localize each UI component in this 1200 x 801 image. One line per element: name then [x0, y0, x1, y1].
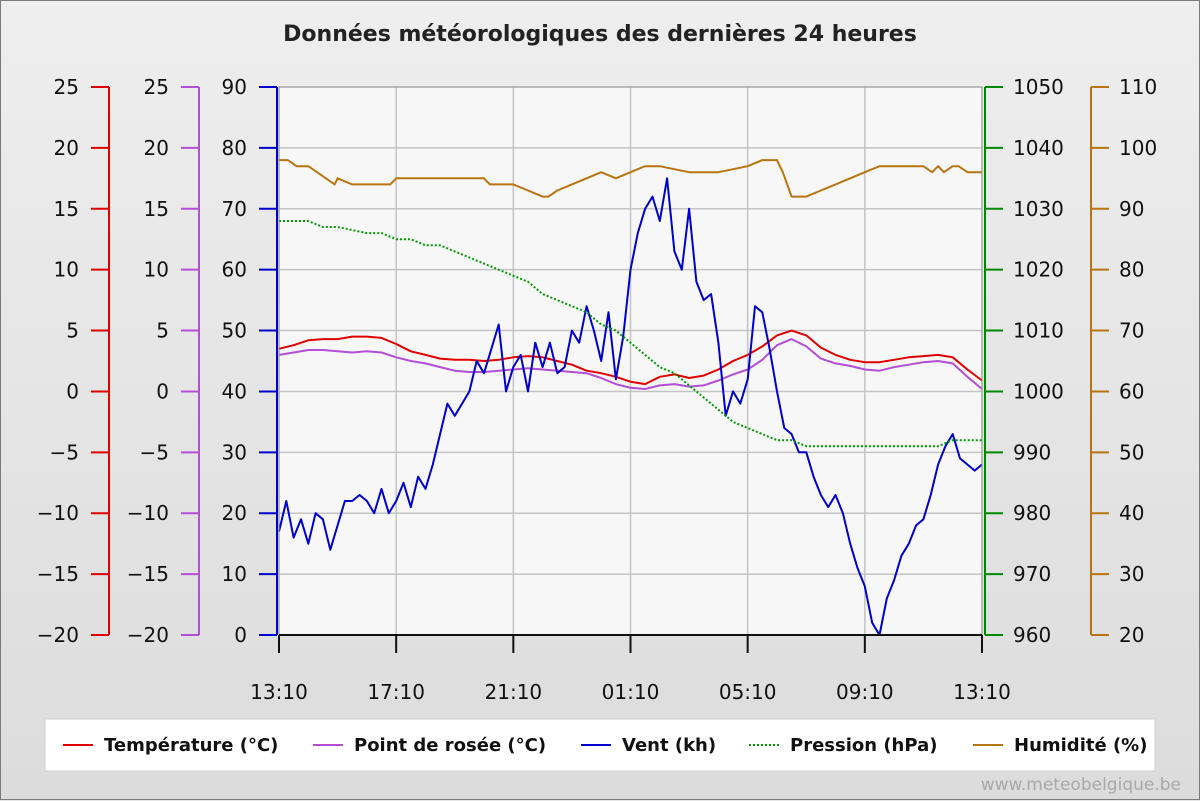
y-tick-label-dew: −5 — [140, 440, 169, 464]
legend-item-press: Pression (hPa) — [749, 735, 937, 756]
x-tick-label: 13:10 — [250, 680, 308, 704]
y-tick-label-temp: 10 — [54, 258, 79, 282]
y-tick-label-temp: 0 — [66, 379, 79, 403]
y-tick-label-press: 1050 — [1013, 75, 1064, 99]
y-tick-label-dew: 15 — [144, 197, 169, 221]
y-tick-label-dew: 20 — [144, 136, 169, 160]
x-tick-label: 17:10 — [367, 680, 425, 704]
series-line-hum — [279, 159, 982, 198]
y-tick-label-dew: 25 — [144, 75, 169, 99]
legend-items: Température (°C) Point de rosée (°C) Vent … — [63, 735, 1147, 756]
y-tick-label-temp: −5 — [50, 440, 79, 464]
y-tick-label-temp: 25 — [54, 75, 79, 99]
y-tick-label-hum: 80 — [1119, 258, 1144, 282]
x-tick-label: 05:10 — [719, 680, 777, 704]
legend-item-hum: Humidité (%) — [973, 735, 1147, 756]
x-tick-label: 09:10 — [836, 680, 894, 704]
y-tick-label-hum: 100 — [1119, 136, 1157, 160]
chart-title: Données météorologiques des dernières 24… — [283, 22, 917, 47]
y-tick-label-press: 1010 — [1013, 319, 1064, 343]
y-tick-label-hum: 40 — [1119, 501, 1144, 525]
axes-layer: −20 −15 −10 −5 0 5 10 15 20 25 −20 −15 −10 −5 0 5 10 15 20… — [37, 75, 1157, 647]
y-tick-label-temp: 15 — [54, 197, 79, 221]
legend-item-temp: Température (°C) — [63, 735, 278, 756]
y-tick-label-hum: 90 — [1119, 197, 1144, 221]
y-axis-dew: −20 −15 −10 −5 0 5 10 15 20 25 — [127, 75, 200, 647]
y-tick-label-press: 1020 — [1013, 258, 1064, 282]
y-tick-label-press: 980 — [1013, 501, 1051, 525]
y-tick-label-dew: −20 — [127, 623, 169, 647]
y-tick-label-press: 960 — [1013, 623, 1051, 647]
y-tick-label-hum: 60 — [1119, 379, 1144, 403]
y-tick-label-hum: 70 — [1119, 319, 1144, 343]
y-tick-label-press: 1000 — [1013, 379, 1064, 403]
y-axis-press: 960 970 980 990 1000 1010 1020 1030 1040 1050 — [984, 75, 1064, 647]
legend-label-hum: Humidité (%) — [1014, 735, 1147, 756]
x-axis: 13:10 17:10 21:10 01:10 05:10 09:10 13:10 — [250, 634, 1011, 704]
y-tick-label-wind: 50 — [222, 319, 247, 343]
y-tick-label-dew: −10 — [127, 501, 169, 525]
y-tick-label-dew: −15 — [127, 562, 169, 586]
y-tick-label-wind: 40 — [222, 379, 247, 403]
y-tick-label-wind: 90 — [222, 75, 247, 99]
legend-item-wind: Vent (kh) — [581, 735, 716, 756]
y-tick-label-press: 1030 — [1013, 197, 1064, 221]
y-tick-label-dew: 0 — [156, 379, 169, 403]
y-tick-label-hum: 110 — [1119, 75, 1157, 99]
series-layer — [278, 159, 983, 636]
legend-item-dew: Point de rosée (°C) — [313, 735, 546, 756]
series-line-dew — [278, 338, 983, 390]
y-tick-label-temp: −15 — [37, 562, 79, 586]
legend-label-press: Pression (hPa) — [790, 735, 937, 756]
series-line-temp — [278, 329, 983, 386]
legend-label-temp: Température (°C) — [104, 735, 278, 756]
legend-label-dew: Point de rosée (°C) — [354, 735, 546, 756]
y-tick-label-dew: 5 — [156, 319, 169, 343]
y-tick-label-hum: 30 — [1119, 562, 1144, 586]
y-tick-label-wind: 70 — [222, 197, 247, 221]
y-tick-label-temp: 5 — [66, 319, 79, 343]
y-tick-label-wind: 0 — [234, 623, 247, 647]
y-tick-label-temp: −20 — [37, 623, 79, 647]
y-tick-label-wind: 10 — [222, 562, 247, 586]
y-tick-label-wind: 20 — [222, 501, 247, 525]
series-line-press — [279, 220, 982, 448]
y-tick-label-press: 970 — [1013, 562, 1051, 586]
x-tick-label: 21:10 — [485, 680, 543, 704]
x-tick-label: 01:10 — [602, 680, 660, 704]
y-tick-label-press: 990 — [1013, 440, 1051, 464]
y-tick-label-temp: −10 — [37, 501, 79, 525]
y-axis-hum: 20 30 40 50 60 70 80 90 100 110 — [1090, 75, 1157, 647]
series-line-wind — [278, 177, 983, 636]
footer-credit: www.meteobelgique.be — [981, 775, 1181, 795]
y-tick-label-hum: 20 — [1119, 623, 1144, 647]
y-tick-label-dew: 10 — [144, 258, 169, 282]
y-axis-temp: −20 −15 −10 −5 0 5 10 15 20 25 — [37, 75, 110, 647]
legend-label-wind: Vent (kh) — [622, 735, 716, 756]
y-tick-label-wind: 30 — [222, 440, 247, 464]
y-tick-label-hum: 50 — [1119, 440, 1144, 464]
y-tick-label-temp: 20 — [54, 136, 79, 160]
y-tick-label-wind: 80 — [222, 136, 247, 160]
y-tick-label-press: 1040 — [1013, 136, 1064, 160]
x-tick-label: 13:10 — [953, 680, 1011, 704]
y-axis-wind: 0 10 20 30 40 50 60 70 80 90 — [222, 75, 278, 647]
y-tick-label-wind: 60 — [222, 258, 247, 282]
